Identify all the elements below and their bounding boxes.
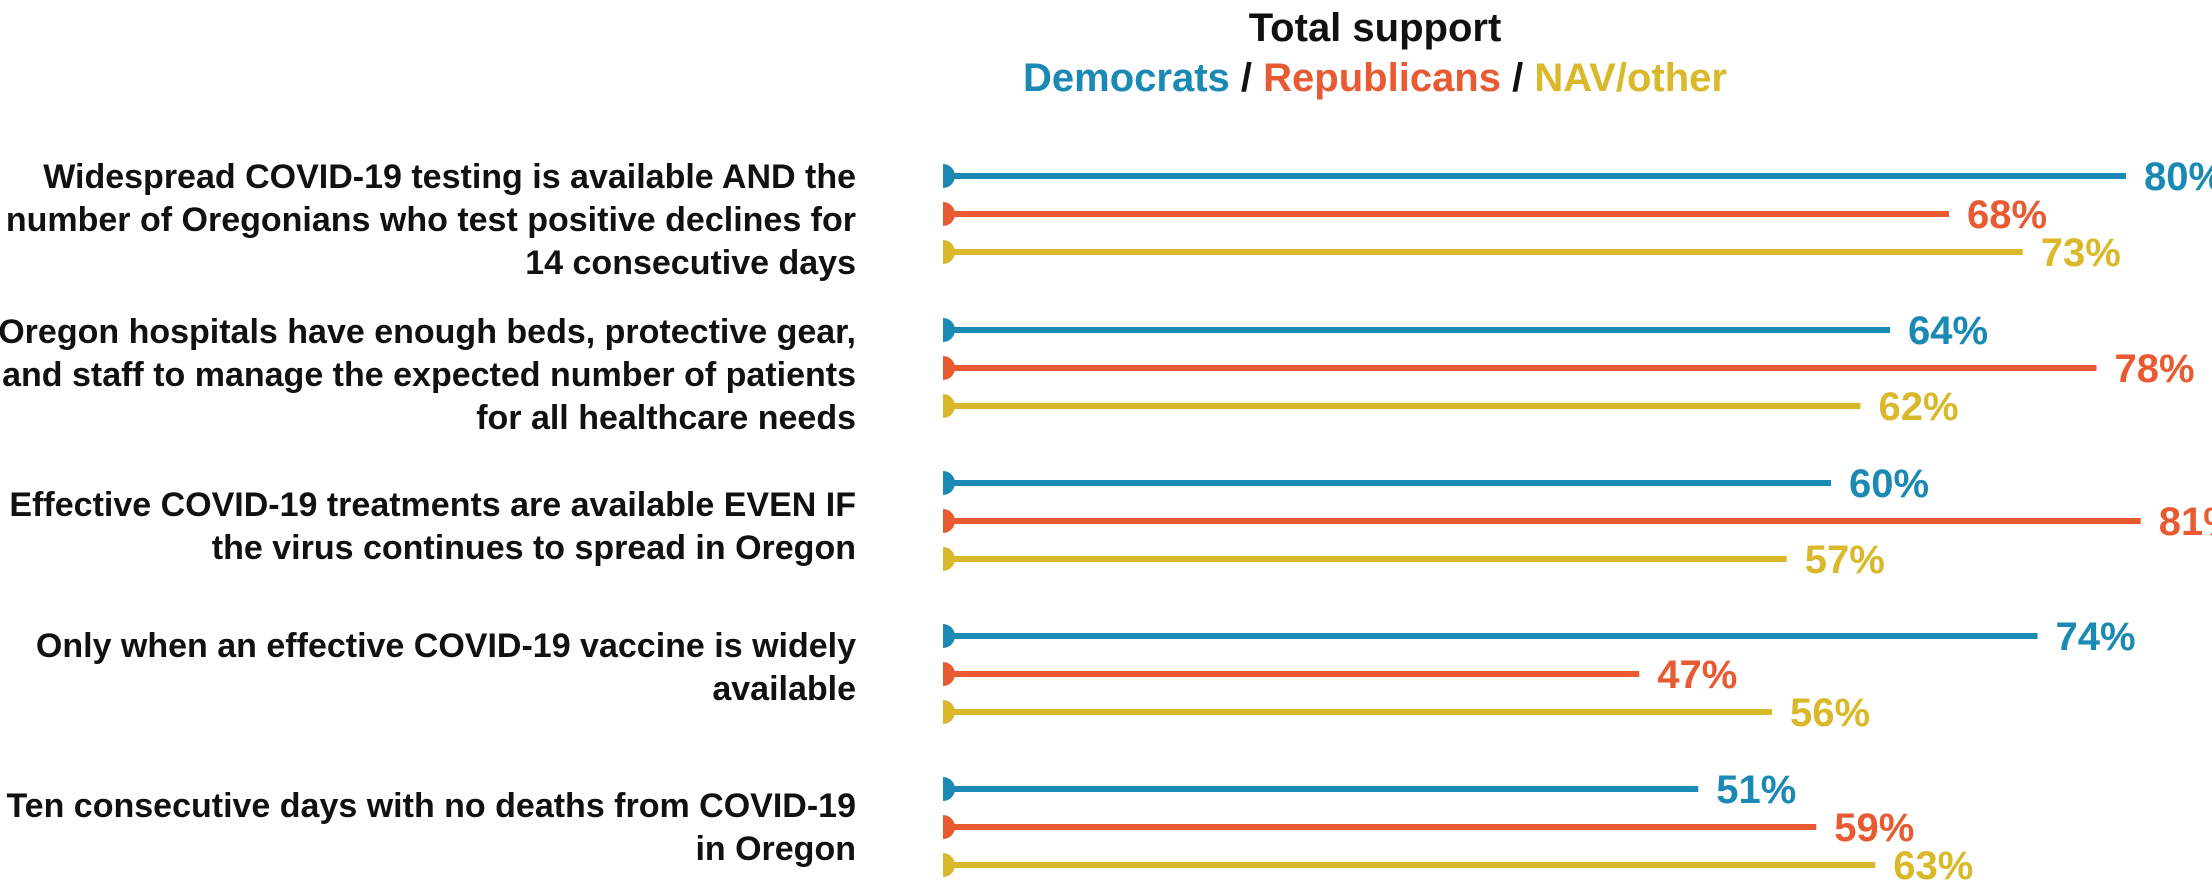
category-label: Effective COVID-19 treatments are availa… (9, 486, 856, 567)
data-label: 68% (1967, 193, 2047, 237)
data-label: 56% (1790, 691, 1870, 735)
data-label: 74% (2056, 615, 2136, 659)
data-label: 81% (2159, 500, 2212, 544)
data-label: 78% (2115, 347, 2195, 391)
legend-item-democrats: Democrats (1023, 56, 1230, 100)
data-label: 59% (1834, 806, 1914, 850)
data-label: 80% (2144, 155, 2212, 199)
data-label: 60% (1849, 462, 1929, 506)
legend-separator: / (1240, 56, 1253, 100)
legend: Democrats / Republicans / NAV/other (925, 54, 1825, 102)
data-label: 57% (1805, 538, 1885, 582)
category-label: Only when an effective COVID-19 vaccine … (35, 627, 856, 708)
data-label: 51% (1716, 768, 1796, 812)
category-label: Widespread COVID-19 testing is available… (5, 158, 856, 282)
category-label: Ten consecutive days with no deaths from… (6, 787, 856, 868)
data-label: 47% (1657, 653, 1737, 697)
legend-item-nav-other: NAV/other (1534, 56, 1727, 100)
legend-item-republicans: Republicans (1263, 56, 1501, 100)
data-label: 63% (1893, 844, 1973, 884)
category-label: Oregon hospitals have enough beds, prote… (0, 313, 856, 437)
chart-title: Total support (1248, 6, 1502, 50)
data-label: 73% (2041, 231, 2121, 275)
data-label: 64% (1908, 309, 1988, 353)
data-label: 62% (1879, 385, 1959, 429)
legend-separator: / (1512, 56, 1524, 100)
